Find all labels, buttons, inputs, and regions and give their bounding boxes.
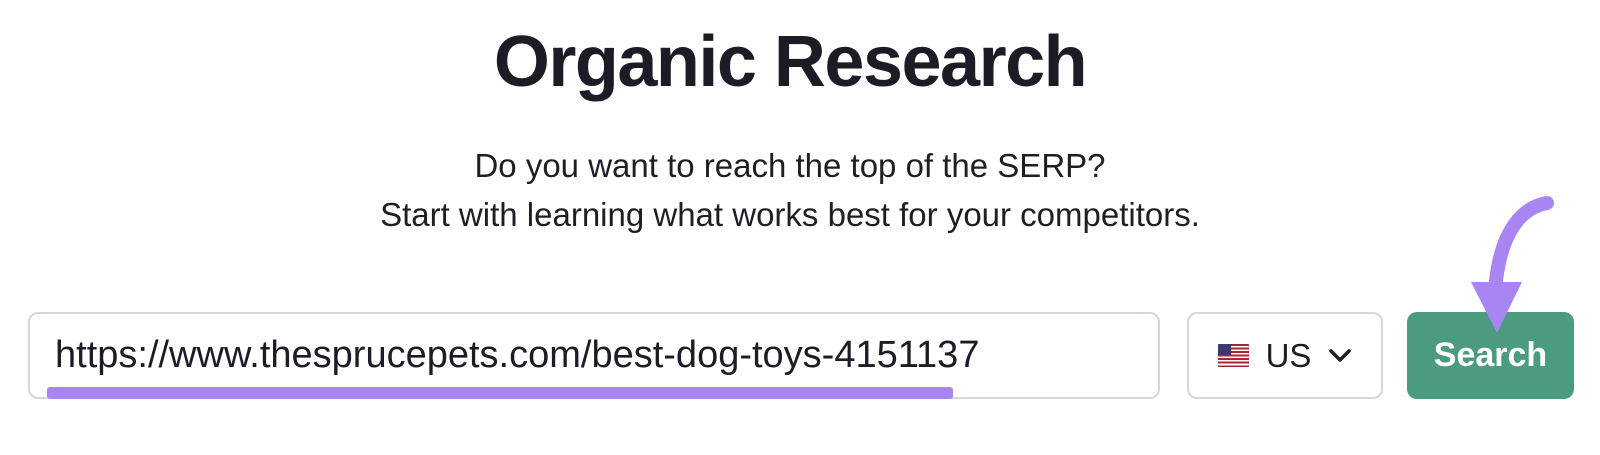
subtitle-line-2: Start with learning what works best for … <box>380 196 1200 233</box>
chevron-down-icon <box>1329 348 1352 362</box>
us-flag-canton <box>1217 344 1231 355</box>
domain-url-input[interactable] <box>30 314 1158 397</box>
us-flag-icon <box>1217 344 1249 367</box>
page-title: Organic Research <box>493 22 1088 102</box>
search-button[interactable]: Search <box>1407 312 1574 399</box>
page-subtitle: Do you want to reach the top of the SERP… <box>0 141 1580 239</box>
url-input-container <box>28 312 1160 399</box>
database-selector[interactable]: US <box>1187 312 1383 399</box>
subtitle-line-1: Do you want to reach the top of the SERP… <box>474 147 1106 184</box>
database-code-label: US <box>1265 336 1312 374</box>
purple-underline-annotation <box>47 387 953 399</box>
